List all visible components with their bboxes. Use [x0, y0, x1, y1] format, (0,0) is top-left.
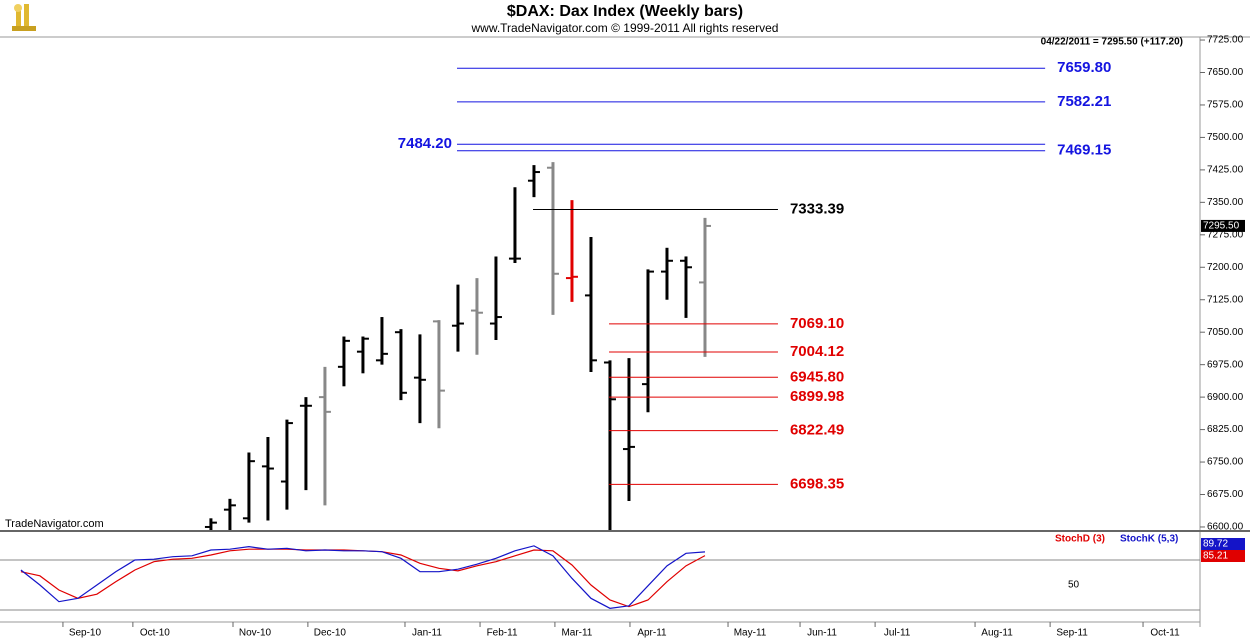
chart-title: $DAX: Dax Index (Weekly bars) — [507, 3, 743, 20]
level-label: 7069.10 — [790, 315, 844, 332]
x-tick-label: Apr-11 — [637, 628, 667, 639]
last-price-label: 7295.50 — [1203, 221, 1240, 232]
y-tick-label: 6825.00 — [1207, 424, 1244, 435]
y-tick-label: 7200.00 — [1207, 262, 1244, 273]
legend-entry: StochD (3) — [1055, 534, 1105, 545]
y-tick-label: 7275.00 — [1207, 229, 1244, 240]
last-value-box — [1201, 550, 1245, 562]
last-info: 04/22/2011 = 7295.50 (+117.20) — [1041, 37, 1183, 48]
legend-entry: StochK (5,3) — [1120, 534, 1178, 545]
last-value-box — [1201, 538, 1245, 550]
level-label: 7333.39 — [790, 201, 844, 218]
y-tick-label: 7575.00 — [1207, 100, 1244, 111]
chart-subtitle: www.TradeNavigator.com © 1999-2011 All r… — [471, 21, 779, 35]
last-value-label: 89.72 — [1203, 539, 1228, 550]
last-value-label: 85.21 — [1203, 551, 1228, 562]
y-tick-label: 7500.00 — [1207, 132, 1244, 143]
y-tick-label: 6675.00 — [1207, 489, 1244, 500]
y-tick-label: 7125.00 — [1207, 294, 1244, 305]
level-label: 7484.20 — [398, 135, 452, 152]
watermark: TradeNavigator.com — [5, 518, 104, 530]
x-tick-label: Oct-11 — [1150, 628, 1180, 639]
level-label: 7469.15 — [1057, 142, 1111, 159]
x-tick-label: Feb-11 — [487, 628, 518, 639]
y-tick-label: 7650.00 — [1207, 67, 1244, 78]
x-tick-label: Jun-11 — [807, 628, 837, 639]
level-label: 6899.98 — [790, 388, 844, 405]
stoch-line — [20, 545, 706, 609]
level-label: 7004.12 — [790, 343, 844, 360]
level-label: 6945.80 — [790, 368, 844, 385]
x-tick-label: May-11 — [734, 628, 767, 639]
x-tick-label: Dec-10 — [314, 628, 347, 639]
level-label: 7582.21 — [1057, 93, 1111, 110]
y-tick-label: 6975.00 — [1207, 359, 1244, 370]
x-tick-label: Oct-10 — [140, 628, 170, 639]
level-label: 6822.49 — [790, 422, 844, 439]
last-price-box — [1201, 219, 1245, 232]
y-tick-label: 6900.00 — [1207, 392, 1244, 403]
x-tick-label: Sep-11 — [1056, 628, 1088, 639]
y-tick-label: 6750.00 — [1207, 457, 1244, 468]
y-tick-label: 7050.00 — [1207, 327, 1244, 338]
x-tick-label: Mar-11 — [561, 628, 592, 639]
level-label: 6698.35 — [790, 475, 844, 492]
x-tick-label: Jan-11 — [412, 628, 442, 639]
logo — [12, 4, 36, 31]
plot-area — [20, 545, 706, 609]
x-tick-label: Jul-11 — [884, 628, 911, 639]
plot-area — [204, 162, 711, 530]
x-tick-label: Nov-10 — [239, 628, 272, 639]
y-tick-label: 6600.00 — [1207, 522, 1244, 533]
x-tick-label: Sep-10 — [69, 628, 102, 639]
y-tick-label: 7425.00 — [1207, 165, 1244, 176]
y-tick-label: 50 — [1068, 580, 1080, 591]
y-tick-label: 7350.00 — [1207, 197, 1244, 208]
y-tick-label: 7725.00 — [1207, 35, 1244, 46]
level-label: 7659.80 — [1057, 59, 1111, 76]
x-tick-label: Aug-11 — [981, 628, 1013, 639]
